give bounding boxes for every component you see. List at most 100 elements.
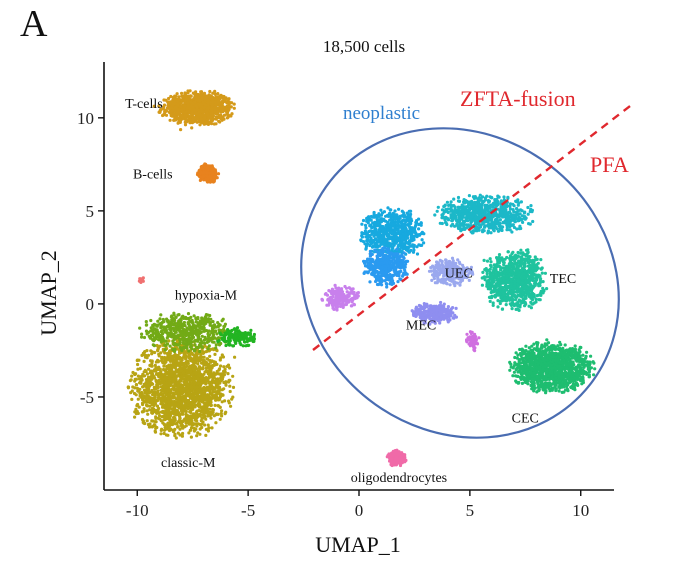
point [207, 344, 211, 348]
point [496, 293, 500, 297]
point [538, 274, 542, 278]
point [150, 402, 154, 407]
point [136, 402, 140, 407]
point [226, 108, 230, 112]
point [151, 375, 155, 379]
point [169, 94, 173, 99]
point [489, 260, 493, 264]
point [162, 428, 167, 432]
cluster-hypoxia-m [137, 276, 145, 284]
point [531, 258, 535, 262]
point [438, 267, 442, 271]
point [180, 375, 184, 379]
point [182, 371, 186, 375]
point [195, 105, 199, 110]
point [176, 343, 180, 347]
point [218, 331, 222, 335]
point [231, 385, 236, 389]
point [191, 367, 195, 372]
point [166, 320, 170, 324]
point [226, 101, 230, 105]
point [161, 113, 165, 118]
point [218, 417, 222, 421]
point [221, 109, 226, 113]
point [198, 102, 202, 107]
point [224, 339, 228, 343]
point [198, 386, 202, 390]
point [216, 336, 221, 340]
point [509, 269, 513, 273]
point [180, 366, 184, 370]
point [448, 283, 452, 287]
point [502, 296, 507, 300]
point [144, 329, 149, 333]
point [208, 336, 212, 340]
point [210, 103, 214, 107]
point [173, 337, 177, 341]
point [164, 358, 168, 362]
point [206, 410, 210, 414]
point [189, 426, 194, 430]
point [492, 279, 496, 283]
point [198, 330, 202, 334]
point [228, 337, 232, 341]
point [168, 357, 172, 361]
point [164, 113, 169, 117]
point [137, 358, 141, 362]
point [210, 411, 214, 416]
point [177, 313, 181, 317]
point [179, 423, 183, 428]
point [221, 317, 225, 321]
point [248, 331, 252, 335]
point [179, 113, 183, 117]
point [208, 354, 212, 358]
point [163, 339, 167, 343]
point [532, 301, 536, 305]
point [184, 381, 188, 385]
point [515, 303, 520, 307]
point [214, 169, 218, 174]
point [160, 356, 164, 360]
point [153, 390, 157, 394]
point [210, 331, 214, 335]
point [506, 250, 510, 254]
point [145, 404, 149, 408]
point [160, 329, 164, 333]
point [158, 344, 162, 348]
point [192, 329, 196, 334]
point [485, 272, 489, 276]
point [231, 374, 235, 378]
point [520, 276, 524, 280]
point [140, 332, 144, 336]
point [184, 409, 188, 414]
point [540, 271, 544, 275]
point [498, 258, 503, 262]
point [481, 270, 485, 274]
point [198, 427, 202, 431]
point [519, 299, 524, 303]
point [173, 116, 177, 120]
point [138, 391, 142, 395]
point [182, 342, 186, 346]
point [205, 340, 209, 344]
point [502, 270, 506, 274]
point [222, 369, 226, 373]
point [508, 265, 512, 269]
point [183, 101, 187, 105]
point [217, 379, 221, 383]
point [173, 432, 177, 436]
point [435, 260, 439, 264]
point [194, 370, 198, 374]
point [158, 371, 162, 375]
point [170, 332, 174, 336]
point [211, 407, 215, 412]
point [174, 436, 178, 440]
point [204, 433, 208, 437]
point [184, 345, 188, 349]
point [190, 351, 194, 355]
point [147, 395, 151, 399]
point [153, 399, 157, 403]
point [519, 269, 523, 273]
point [206, 332, 210, 336]
point [236, 331, 241, 335]
